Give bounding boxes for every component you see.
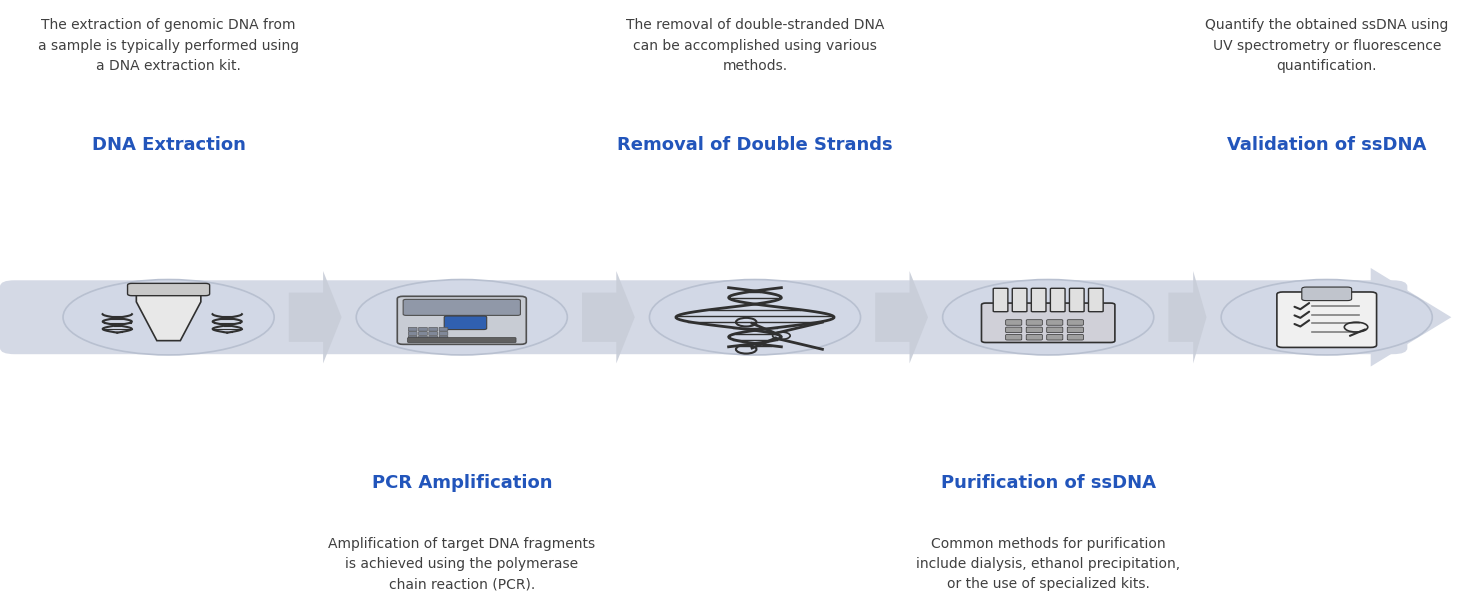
FancyBboxPatch shape bbox=[128, 283, 210, 296]
FancyBboxPatch shape bbox=[1047, 334, 1063, 340]
FancyBboxPatch shape bbox=[1047, 320, 1063, 325]
FancyBboxPatch shape bbox=[15, 286, 1327, 348]
Text: The extraction of genomic DNA from
a sample is typically performed using
a DNA e: The extraction of genomic DNA from a sam… bbox=[38, 18, 299, 73]
Text: Removal of Double Strands: Removal of Double Strands bbox=[617, 136, 893, 154]
Polygon shape bbox=[875, 271, 928, 363]
Ellipse shape bbox=[63, 280, 274, 355]
FancyBboxPatch shape bbox=[994, 288, 1009, 312]
FancyBboxPatch shape bbox=[430, 336, 438, 339]
Polygon shape bbox=[136, 291, 201, 341]
Ellipse shape bbox=[356, 280, 567, 355]
FancyBboxPatch shape bbox=[408, 328, 418, 331]
Text: Validation of ssDNA: Validation of ssDNA bbox=[1227, 136, 1426, 154]
FancyBboxPatch shape bbox=[1051, 288, 1064, 312]
Ellipse shape bbox=[1221, 280, 1432, 355]
FancyBboxPatch shape bbox=[1047, 327, 1063, 333]
FancyBboxPatch shape bbox=[1006, 327, 1022, 333]
FancyBboxPatch shape bbox=[419, 328, 428, 331]
Text: PCR Amplification: PCR Amplification bbox=[371, 474, 553, 492]
FancyBboxPatch shape bbox=[1026, 320, 1042, 325]
Ellipse shape bbox=[649, 280, 861, 355]
Text: Quantify the obtained ssDNA using
UV spectrometry or fluorescence
quantification: Quantify the obtained ssDNA using UV spe… bbox=[1205, 18, 1448, 73]
FancyBboxPatch shape bbox=[430, 328, 438, 331]
FancyBboxPatch shape bbox=[440, 336, 449, 339]
FancyBboxPatch shape bbox=[408, 331, 418, 335]
FancyBboxPatch shape bbox=[1302, 287, 1352, 301]
FancyBboxPatch shape bbox=[1088, 288, 1104, 312]
FancyBboxPatch shape bbox=[1067, 320, 1083, 325]
FancyBboxPatch shape bbox=[444, 316, 487, 330]
FancyBboxPatch shape bbox=[408, 336, 418, 339]
FancyBboxPatch shape bbox=[397, 296, 526, 344]
FancyBboxPatch shape bbox=[1026, 327, 1042, 333]
FancyBboxPatch shape bbox=[1032, 288, 1047, 312]
FancyBboxPatch shape bbox=[982, 303, 1116, 342]
Polygon shape bbox=[582, 271, 635, 363]
FancyBboxPatch shape bbox=[419, 331, 428, 335]
FancyBboxPatch shape bbox=[0, 280, 1407, 354]
Text: DNA Extraction: DNA Extraction bbox=[92, 136, 245, 154]
FancyBboxPatch shape bbox=[1067, 334, 1083, 340]
FancyBboxPatch shape bbox=[419, 336, 428, 339]
FancyBboxPatch shape bbox=[1026, 334, 1042, 340]
Text: Amplification of target DNA fragments
is achieved using the polymerase
chain rea: Amplification of target DNA fragments is… bbox=[328, 537, 595, 591]
Ellipse shape bbox=[943, 280, 1154, 355]
Polygon shape bbox=[1168, 271, 1207, 363]
FancyBboxPatch shape bbox=[440, 331, 449, 335]
FancyBboxPatch shape bbox=[1070, 288, 1083, 312]
FancyBboxPatch shape bbox=[1277, 292, 1377, 347]
FancyBboxPatch shape bbox=[1067, 327, 1083, 333]
FancyBboxPatch shape bbox=[408, 338, 516, 342]
FancyBboxPatch shape bbox=[1012, 288, 1026, 312]
FancyBboxPatch shape bbox=[1006, 334, 1022, 340]
Polygon shape bbox=[289, 271, 342, 363]
FancyBboxPatch shape bbox=[1006, 320, 1022, 325]
FancyBboxPatch shape bbox=[440, 328, 449, 331]
Text: The removal of double-stranded DNA
can be accomplished using various
methods.: The removal of double-stranded DNA can b… bbox=[626, 18, 884, 73]
Polygon shape bbox=[1371, 268, 1451, 367]
Text: Common methods for purification
include dialysis, ethanol precipitation,
or the : Common methods for purification include … bbox=[916, 537, 1180, 591]
FancyBboxPatch shape bbox=[403, 299, 520, 315]
Text: Purification of ssDNA: Purification of ssDNA bbox=[941, 474, 1155, 492]
FancyBboxPatch shape bbox=[430, 331, 438, 335]
